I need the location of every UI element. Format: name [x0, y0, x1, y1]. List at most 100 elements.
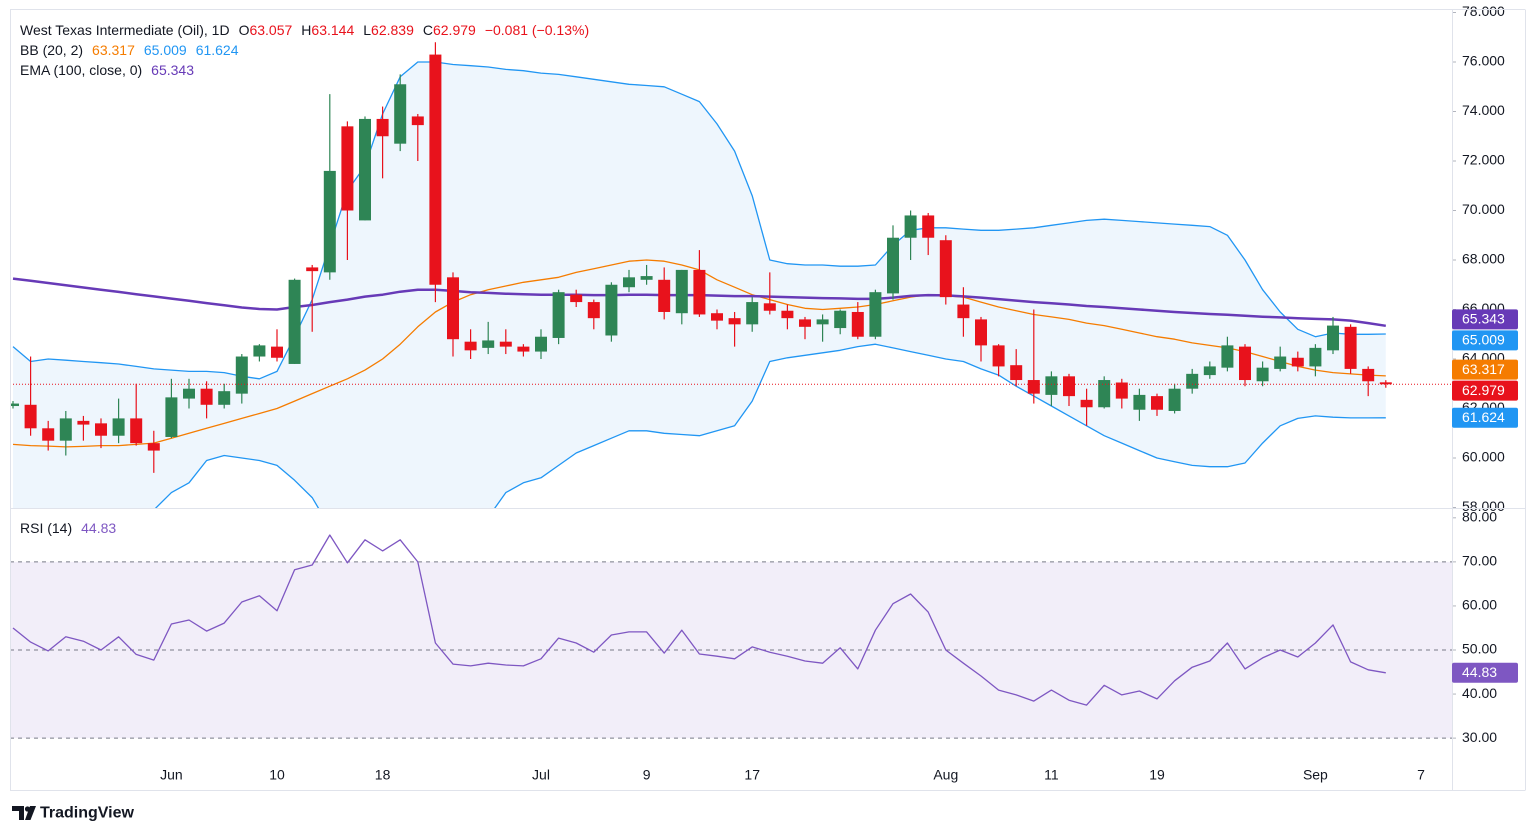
- candle-body: [1027, 380, 1040, 394]
- candle-body: [570, 294, 583, 303]
- header-line: West Texas Intermediate (Oil), 1D O63.057…: [20, 22, 589, 38]
- candle-body: [1291, 357, 1304, 367]
- candle-body: [992, 345, 1005, 367]
- x-tick-label: 10: [269, 767, 285, 783]
- candle-body: [1362, 368, 1375, 382]
- y-tick-label: 72.000: [1462, 152, 1505, 168]
- price-tag-bg: [1452, 309, 1518, 330]
- candle-body: [904, 215, 917, 238]
- price-tag-bg: [1452, 380, 1518, 401]
- candle-body: [1115, 382, 1128, 399]
- candle-body: [517, 346, 530, 352]
- candle-body: [746, 302, 759, 325]
- ohlc-key: L: [363, 22, 371, 38]
- logo-mark: [25, 806, 36, 820]
- candle-body: [10, 403, 19, 407]
- candle-body: [869, 292, 882, 337]
- ohlc-key: O: [239, 22, 250, 38]
- candle-body: [165, 397, 178, 437]
- x-tick-label: 19: [1149, 767, 1165, 783]
- candle-body: [323, 170, 336, 273]
- x-tick-label: Jun: [160, 767, 183, 783]
- price-tag: 62.979: [1462, 382, 1505, 398]
- candle-body: [939, 240, 952, 298]
- y-tick-label: 70.000: [1462, 201, 1505, 217]
- band-fill: [13, 62, 1386, 508]
- logo-mark: [12, 806, 24, 820]
- indicator-value: 44.83: [81, 520, 116, 536]
- candle-body: [605, 284, 618, 336]
- x-tick-label: 7: [1417, 767, 1425, 783]
- candle-body: [728, 318, 741, 325]
- candle-body: [1045, 376, 1058, 395]
- price-tag: 65.009: [1462, 332, 1505, 348]
- candle-body: [1274, 356, 1287, 369]
- ohlc-value: 63.057: [249, 22, 292, 38]
- y-tick-label: 60.00: [1462, 597, 1497, 613]
- x-tick-label: Sep: [1303, 767, 1328, 783]
- indicator-value: 61.624: [196, 42, 239, 58]
- candle-body: [42, 428, 55, 441]
- candle-body: [587, 302, 600, 319]
- candle-body: [394, 84, 407, 144]
- candle-body: [1203, 366, 1216, 376]
- x-tick-label: 9: [643, 767, 651, 783]
- ohlc-value: 62.979: [433, 22, 476, 38]
- y-tick-label: 58.000: [1462, 498, 1505, 514]
- ohlc-key: H: [301, 22, 311, 38]
- candle-body: [1221, 345, 1234, 368]
- candle-body: [288, 279, 301, 364]
- rsi-line: [12, 534, 1386, 706]
- price-tag: 61.624: [1462, 409, 1505, 425]
- candle-body: [130, 418, 143, 444]
- candle-body: [1239, 346, 1251, 381]
- price-tag-bg: [1452, 359, 1518, 380]
- candle-body: [1133, 394, 1146, 410]
- brand-name: TradingView: [40, 805, 135, 822]
- instrument-title: West Texas Intermediate (Oil), 1D: [20, 22, 230, 38]
- candle-body: [711, 313, 723, 321]
- x-tick-label: Aug: [933, 767, 958, 783]
- indicator-value: 65.009: [144, 42, 187, 58]
- candle-body: [218, 391, 231, 405]
- y-tick-label: 50.00: [1462, 641, 1497, 657]
- candle-body: [464, 341, 477, 351]
- rsi-pane: [10, 534, 1452, 739]
- candle-body: [781, 310, 794, 319]
- legend: West Texas Intermediate (Oil), 1D O63.057…: [20, 22, 589, 536]
- indicator-value: 65.343: [151, 62, 194, 78]
- candle-body: [816, 319, 829, 325]
- indicator-name: RSI (14): [20, 520, 72, 536]
- candle-body: [640, 276, 653, 280]
- indicator-name: EMA (100, close, 0): [20, 62, 142, 78]
- y-tick-label: 70.00: [1462, 553, 1497, 569]
- candle-body: [429, 54, 442, 285]
- price-tag: 65.343: [1462, 311, 1505, 327]
- candle-body: [1098, 380, 1111, 408]
- candle-body: [887, 237, 899, 294]
- candle-body: [1151, 396, 1163, 410]
- price-tags: 63.317 65.009 61.624 65.343 62.979 44.83: [1452, 309, 1518, 683]
- y-tick-label: 80.00: [1462, 509, 1497, 525]
- candle-body: [623, 277, 635, 288]
- y-tick-label: 74.000: [1462, 102, 1505, 118]
- indicator-value: 63.317: [92, 42, 135, 58]
- ohlc-value: 62.839: [371, 22, 414, 38]
- price-tag-bg: [1452, 330, 1518, 351]
- candle-body: [1010, 365, 1023, 381]
- bb-legend: BB (20, 2) 63.317 65.009 61.624: [20, 42, 239, 58]
- candle-body: [1309, 347, 1322, 367]
- y-tick-label: 60.000: [1462, 449, 1505, 465]
- candle-body: [482, 340, 495, 348]
- ema-legend: EMA (100, close, 0) 65.343: [20, 62, 194, 78]
- candle-body: [24, 404, 37, 429]
- candle-body: [306, 267, 319, 272]
- candle-body: [1080, 399, 1093, 408]
- candle-body: [763, 303, 776, 311]
- candle-body: [799, 319, 811, 327]
- candle-body: [183, 388, 195, 399]
- candle-body: [77, 420, 90, 425]
- y-tick-label: 68.000: [1462, 251, 1505, 267]
- candle-body: [1327, 325, 1339, 351]
- candle-body: [253, 345, 266, 357]
